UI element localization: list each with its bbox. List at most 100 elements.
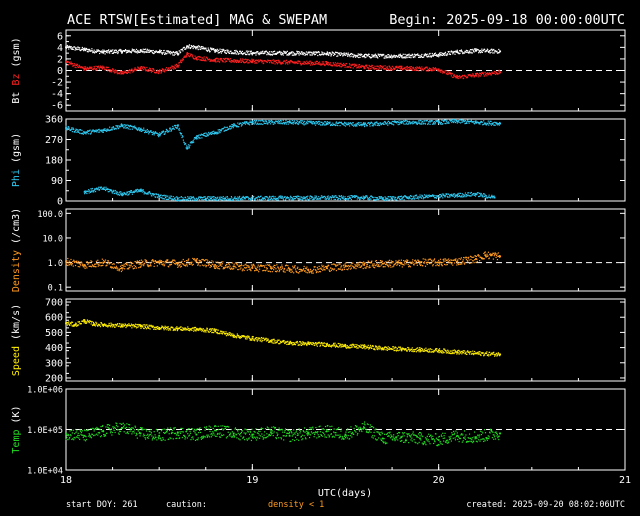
mag-series-1	[65, 52, 501, 79]
density-sample	[329, 269, 330, 270]
mag-ytick-label-2: 2	[57, 54, 63, 65]
phi-sample	[222, 197, 223, 198]
mag-sample	[344, 67, 345, 68]
mag-sample	[239, 60, 240, 61]
density-sample	[135, 261, 136, 262]
mag-sample	[161, 50, 162, 51]
mag-sample	[291, 51, 292, 52]
phi-sample	[373, 197, 374, 198]
mag-sample	[152, 71, 153, 72]
phi-sample	[331, 199, 332, 200]
phi-sample	[87, 132, 88, 133]
phi-sample	[91, 190, 92, 191]
mag-sample	[330, 52, 331, 53]
mag-sample	[79, 49, 80, 50]
density-sample	[103, 263, 104, 264]
mag-sample	[414, 69, 415, 70]
density-sample	[201, 261, 202, 262]
phi-sample	[392, 198, 393, 199]
density-sample	[390, 265, 391, 266]
phi-sample	[394, 198, 395, 199]
mag-sample	[72, 47, 73, 48]
mag-sample	[194, 46, 195, 47]
phi-sample	[239, 196, 240, 197]
mag-sample	[473, 74, 474, 75]
mag-sample	[239, 53, 240, 54]
mag-sample	[197, 46, 198, 47]
mag-sample	[221, 49, 222, 50]
phi-sample	[479, 193, 480, 194]
density-sample	[179, 262, 180, 263]
phi-sample	[260, 196, 261, 197]
density-sample	[172, 261, 173, 262]
mag-sample	[369, 54, 370, 55]
phi-sample	[398, 122, 399, 123]
mag-sample	[343, 63, 344, 64]
mag-sample	[467, 50, 468, 51]
density-sample	[471, 262, 472, 263]
mag-sample	[417, 53, 418, 54]
density-sample	[391, 262, 392, 263]
phi-sample	[242, 124, 243, 125]
phi-sample	[293, 123, 294, 124]
density-sample	[476, 256, 477, 257]
density-sample	[376, 260, 377, 261]
mag-sample	[179, 65, 180, 66]
phi-sample	[261, 123, 262, 124]
mag-sample	[349, 56, 350, 57]
density-sample	[70, 259, 71, 260]
phi-sample	[140, 128, 141, 129]
mag-sample	[432, 70, 433, 71]
phi-sample	[321, 122, 322, 123]
mag-sample	[304, 64, 305, 65]
density-sample	[91, 266, 92, 267]
mag-sample	[340, 52, 341, 53]
mag-sample	[366, 65, 367, 66]
mag-sample	[261, 53, 262, 54]
mag-sample	[342, 53, 343, 54]
chart-title: ACE RTSW[Estimated] MAG & SWEPAM	[67, 12, 327, 28]
phi-sample	[150, 193, 151, 194]
phi-sample	[140, 129, 141, 130]
density-sample	[219, 268, 220, 269]
phi-ytick-label-4: 0	[57, 197, 63, 208]
mag-sample	[194, 56, 195, 57]
phi-sample	[363, 196, 364, 197]
mag-sample	[374, 55, 375, 56]
mag-sample	[251, 51, 252, 52]
mag-sample	[110, 70, 111, 71]
phi-sample	[190, 199, 191, 200]
phi-sample	[205, 132, 206, 133]
mag-sample	[387, 66, 388, 67]
phi-sample	[238, 126, 239, 127]
density-sample	[399, 265, 400, 266]
density-sample	[267, 268, 268, 269]
density-sample	[203, 265, 204, 266]
density-sample	[82, 264, 83, 265]
phi-sample	[360, 122, 361, 123]
mag-sample	[447, 54, 448, 55]
mag-sample	[382, 67, 383, 68]
phi-sample	[177, 199, 178, 200]
phi-sample	[405, 124, 406, 125]
phi-sample	[177, 127, 178, 128]
mag-sample	[183, 59, 184, 60]
density-sample	[222, 261, 223, 262]
phi-sample	[467, 119, 468, 120]
density-sample	[320, 268, 321, 269]
density-sample	[407, 261, 408, 262]
mag-sample	[143, 49, 144, 50]
phi-sample	[489, 195, 490, 196]
density-sample	[308, 270, 309, 271]
phi-ylabel-part: (gsm)	[11, 133, 22, 169]
mag-sample	[358, 66, 359, 67]
phi-sample	[356, 124, 357, 125]
density-sample	[205, 259, 206, 260]
phi-sample	[484, 193, 485, 194]
phi-sample	[381, 197, 382, 198]
mag-sample	[346, 63, 347, 64]
mag-sample	[221, 58, 222, 59]
density-sample	[404, 262, 405, 263]
density-sample	[218, 268, 219, 269]
mag-sample	[471, 49, 472, 50]
